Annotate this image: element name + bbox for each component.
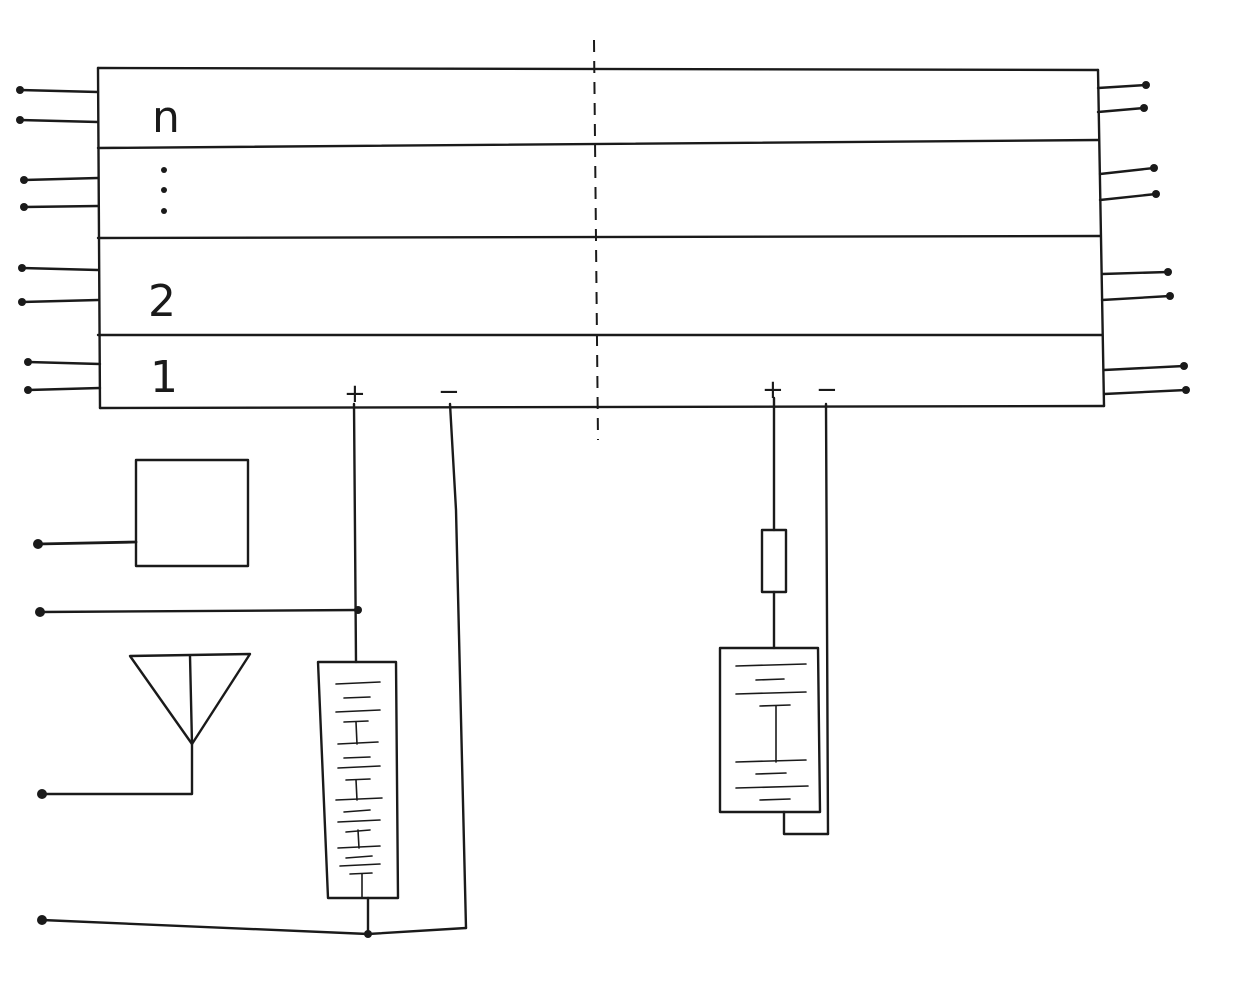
left-plus-sign: + — [344, 379, 366, 409]
divider-n — [96, 138, 1100, 150]
stack-top-edge — [96, 66, 1100, 72]
layer-dots-label — [161, 167, 167, 214]
stack-left-edge — [96, 66, 102, 410]
layer-n-label: n — [152, 92, 180, 143]
left-ground-wire — [37, 402, 468, 938]
right-plus-sign: + — [762, 375, 784, 405]
stack-right-edge — [1096, 68, 1106, 408]
left-battery-stack — [316, 660, 400, 900]
right-plus-wire — [760, 396, 788, 650]
right-terminal-leads — [1096, 81, 1190, 396]
right-minus-sign: − — [816, 375, 838, 405]
square-block — [33, 458, 250, 568]
left-terminal-leads — [16, 86, 102, 394]
layer-1-label: 1 — [150, 352, 178, 403]
layer-stack — [96, 66, 1106, 410]
right-battery — [718, 402, 830, 836]
center-dashed-line — [593, 39, 599, 441]
divider-dots — [96, 234, 1102, 240]
stack-bottom-edge — [98, 404, 1106, 410]
antenna-icon — [37, 652, 252, 799]
fuse-icon — [760, 528, 788, 594]
left-plus-wire — [35, 402, 362, 664]
layer-2-label: 2 — [148, 276, 176, 327]
left-minus-sign: − — [438, 377, 460, 407]
